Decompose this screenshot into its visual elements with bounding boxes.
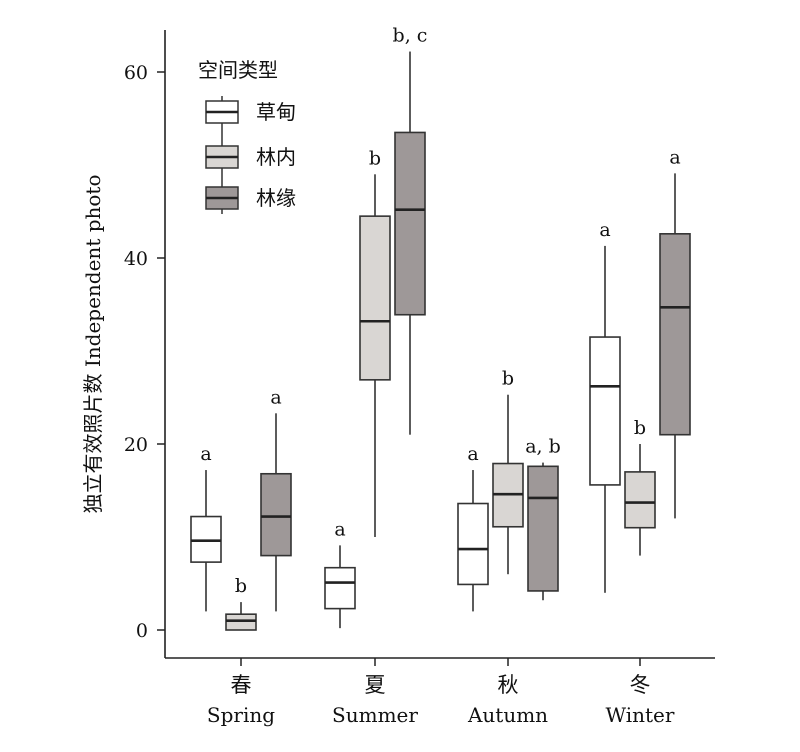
category-label-en: Winter <box>606 703 675 727</box>
legend-item-草甸: 草甸 <box>205 100 296 124</box>
box-body <box>394 131 426 316</box>
y-tick-label: 0 <box>136 620 148 642</box>
box-body <box>624 471 656 529</box>
boxes <box>190 51 691 631</box>
box-林缘-autumn <box>527 462 559 601</box>
legend-label: 林缘 <box>256 186 296 210</box>
box-body <box>527 465 559 592</box>
significance-label: a <box>467 443 478 465</box>
box-林内-winter <box>624 444 656 556</box>
y-tick-label: 60 <box>124 62 148 84</box>
category-label-en: Autumn <box>467 703 548 727</box>
legend-label: 草甸 <box>256 100 296 124</box>
box-林内-autumn <box>492 394 524 575</box>
box-草甸-summer <box>324 545 356 629</box>
category-label-cn: 春 <box>231 673 252 697</box>
legend-item-林缘: 林缘 <box>205 186 296 210</box>
box-body <box>324 566 356 610</box>
box-body <box>359 215 391 381</box>
box-body <box>457 502 489 586</box>
box-body <box>190 515 222 563</box>
box-林内-spring <box>225 602 257 631</box>
box-林缘-summer <box>394 51 426 435</box>
significance-label: b <box>369 147 381 169</box>
significance-label: a <box>270 386 281 408</box>
x-ticks: 春 Spring 夏 Summer 秋 Autumn 冬 Winter <box>207 658 675 727</box>
significance-label: a <box>599 219 610 241</box>
category-label-cn: 夏 <box>365 673 386 697</box>
legend-item-林内: 林内 <box>205 145 296 169</box>
box-草甸-autumn <box>457 470 489 612</box>
box-body <box>589 336 621 486</box>
y-ticks: 0 20 40 60 <box>124 62 165 642</box>
y-axis-label: 独立有效照片数 Independent photo <box>81 174 105 513</box>
significance-label: b <box>634 417 646 439</box>
box-body <box>659 233 691 436</box>
significance-label: b, c <box>393 25 428 47</box>
y-tick-label: 20 <box>124 434 148 456</box>
box-林内-summer <box>359 174 391 537</box>
significance-label: a <box>200 443 211 465</box>
box-草甸-spring <box>190 470 222 612</box>
box-草甸-winter <box>589 245 621 593</box>
significance-label: b <box>235 575 247 597</box>
box-body <box>225 613 257 631</box>
category-label-en: Summer <box>332 703 418 727</box>
significance-label: a, b <box>525 436 561 458</box>
significance-labels: a a a a b b b b a b, c a, b a <box>200 25 680 598</box>
legend-label: 林内 <box>256 145 296 169</box>
significance-label: a <box>669 146 680 168</box>
legend-title: 空间类型 <box>198 58 278 82</box>
category-label-cn: 冬 <box>630 673 651 697</box>
significance-label: a <box>334 518 345 540</box>
box-body <box>260 472 292 557</box>
category-label-en: Spring <box>207 703 275 727</box>
category-label-cn: 秋 <box>498 673 519 697</box>
box-林缘-spring <box>260 413 292 612</box>
significance-label: b <box>502 368 514 390</box>
box-林缘-winter <box>659 173 691 519</box>
y-tick-label: 40 <box>124 248 148 270</box>
axes <box>164 30 715 659</box>
